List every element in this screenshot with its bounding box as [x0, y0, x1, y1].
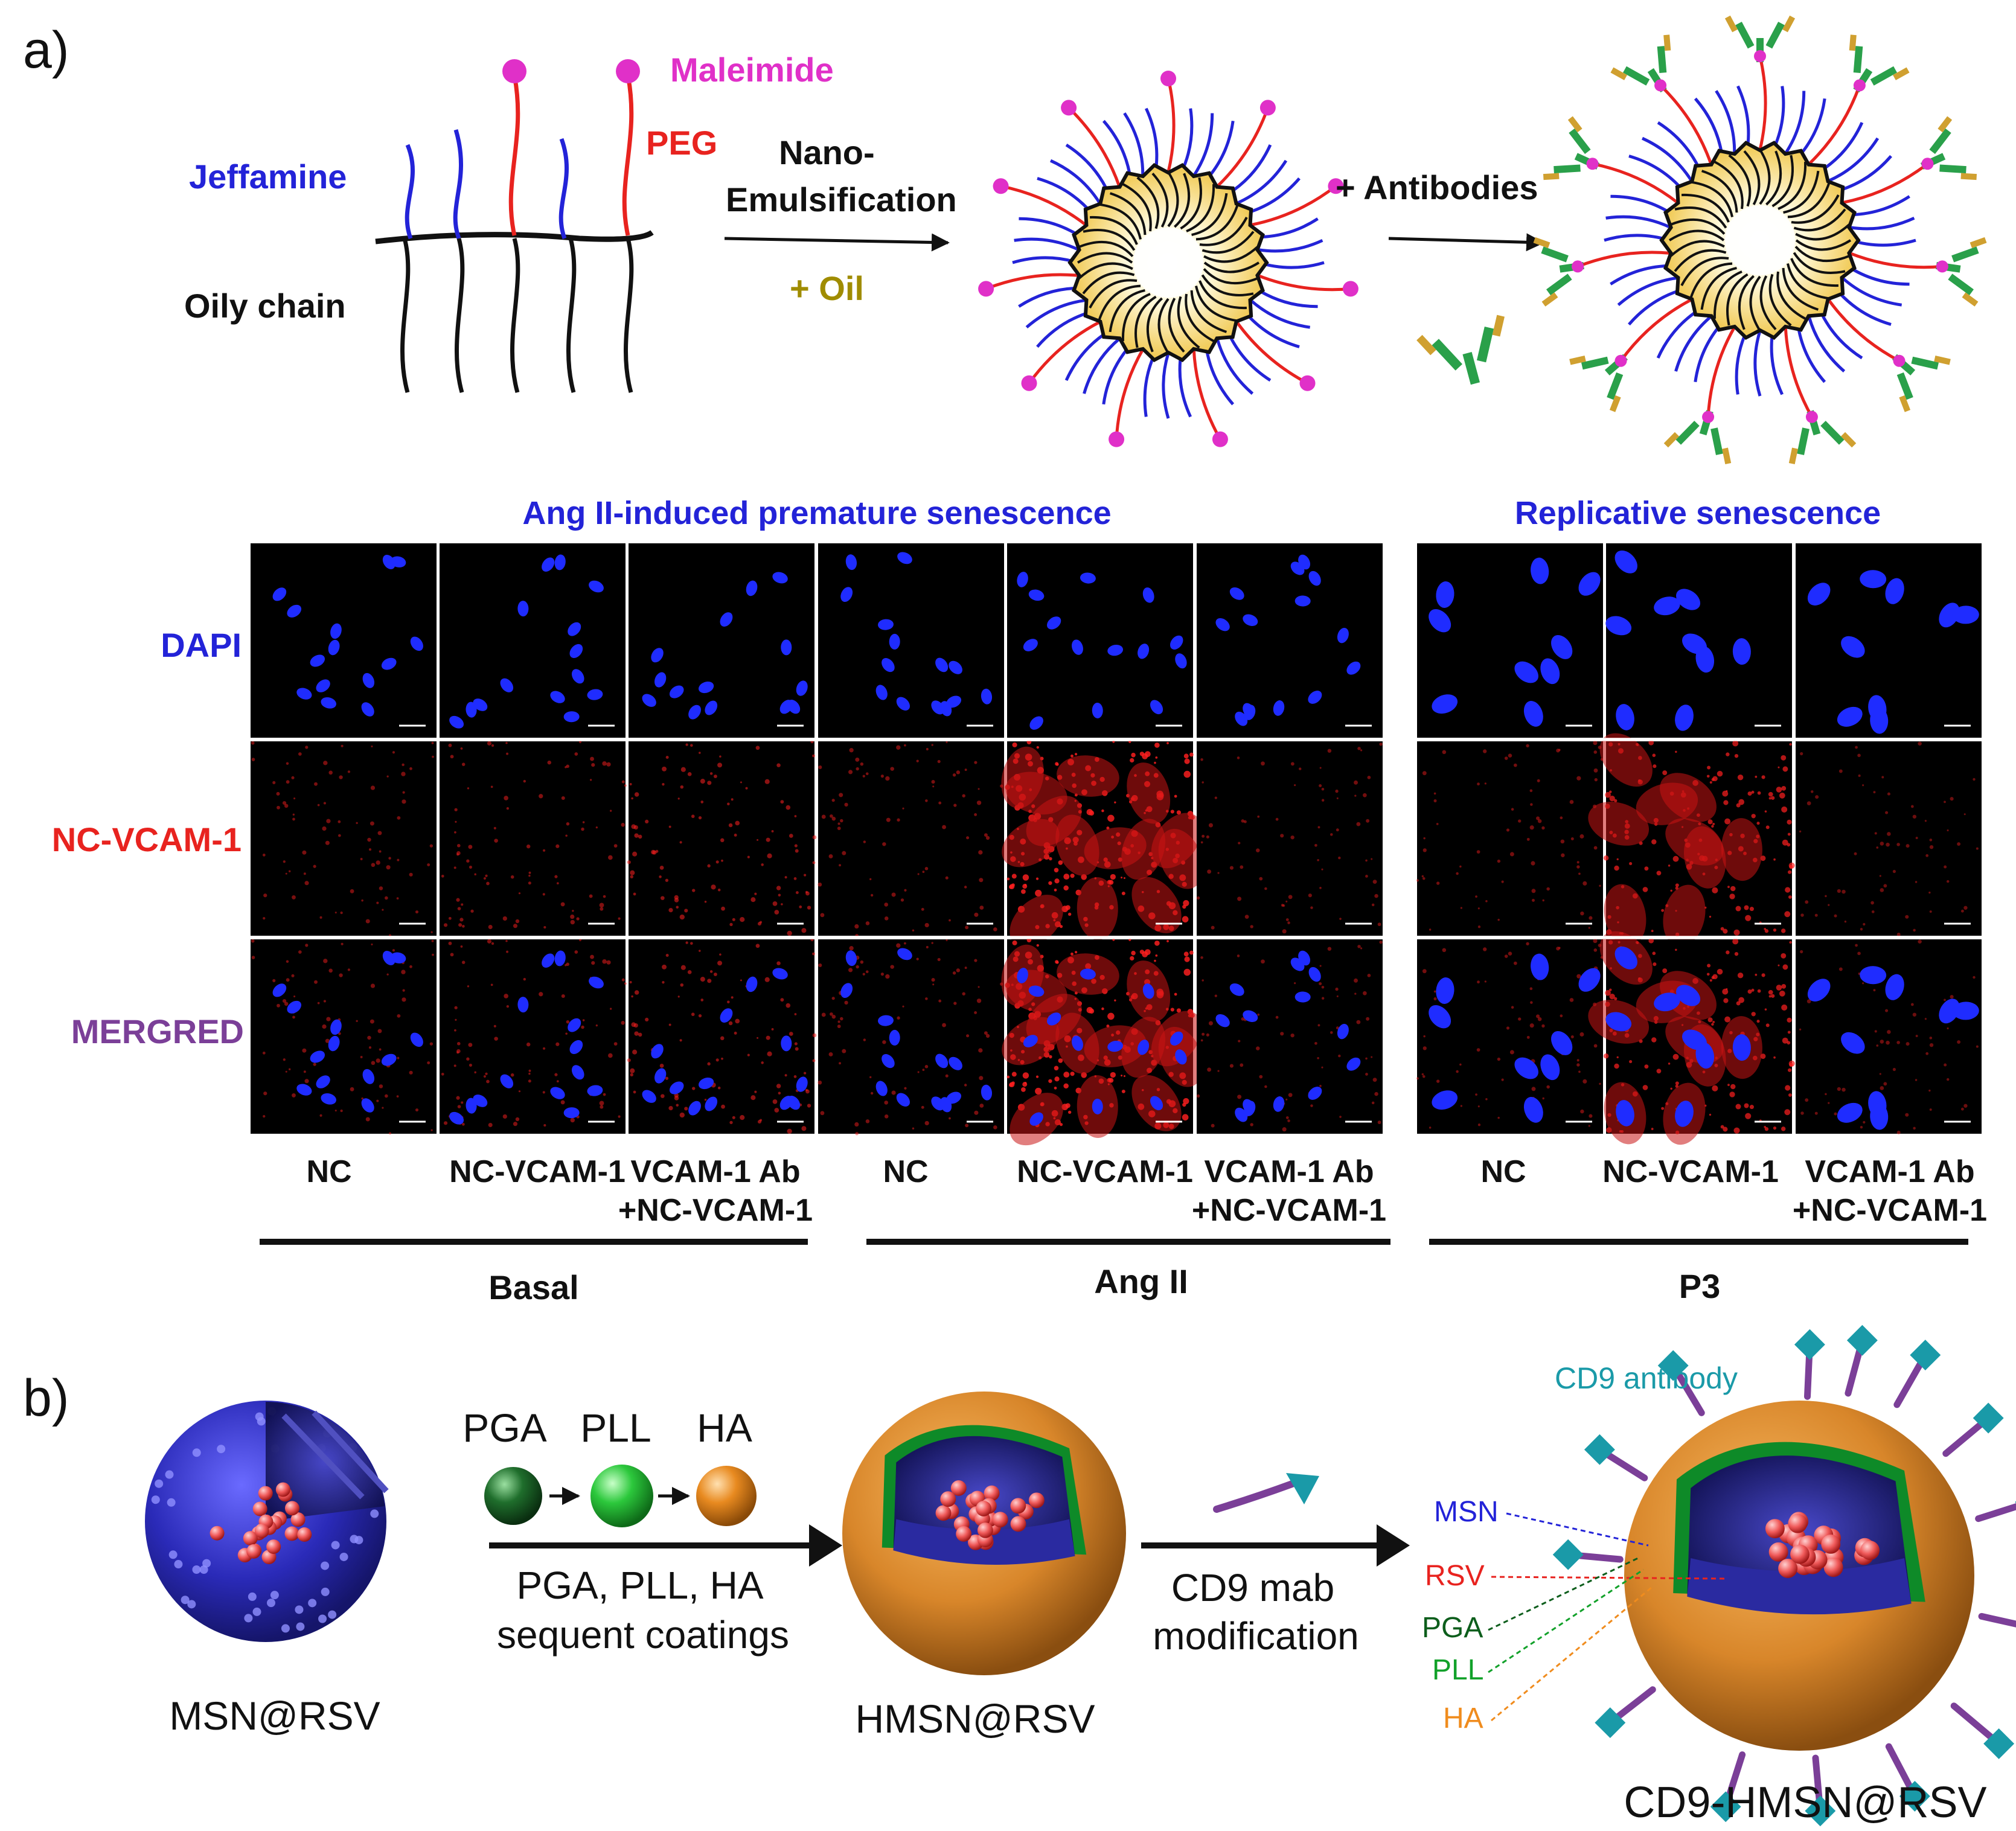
microscopy-grid [251, 543, 1982, 1146]
label-pll-top: PLL [580, 1405, 651, 1450]
nanocapsule [978, 71, 1358, 447]
free-antibody-icon [1416, 315, 1505, 385]
label-coatings-1: PGA, PLL, HA [516, 1564, 763, 1607]
micrograph-merged-2 [440, 938, 627, 1134]
micrograph-merged-6 [1196, 939, 1383, 1134]
panel-a-letter: a) [23, 21, 69, 79]
micrograph-vcam-7 [1416, 741, 1604, 936]
maleimide-dot [616, 59, 640, 83]
label-jeffamine: Jeffamine [189, 158, 347, 196]
label-ha-top: HA [697, 1405, 752, 1450]
legend-rsv: RSV [1425, 1560, 1485, 1592]
label-msn-rsv: MSN@RSV [169, 1693, 380, 1738]
micrograph-dapi-8 [1605, 543, 1792, 738]
pll-ball-icon [590, 1465, 653, 1527]
condition-label-9: VCAM-1 Ab [1805, 1154, 1974, 1189]
ha-ball-icon [696, 1466, 757, 1526]
micrograph-dapi-3 [629, 543, 814, 738]
condition-label-6-line2: +NC-VCAM-1 [1192, 1193, 1386, 1228]
micrograph-merged-5 [1001, 938, 1204, 1146]
label-pga-top: PGA [462, 1405, 546, 1450]
condition-label-4: NC [883, 1154, 928, 1189]
label-mod-2: modification [1153, 1614, 1359, 1658]
condition-label-2: NC-VCAM-1 [449, 1154, 626, 1189]
micrograph-merged-8 [1588, 931, 1795, 1145]
micrograph-dapi-1 [251, 543, 437, 738]
label-mod-1: CD9 mab [1171, 1566, 1334, 1609]
micrograph-vcam-9 [1796, 741, 1982, 937]
micrograph-dapi-4 [818, 543, 1004, 738]
condition-label-1: NC [306, 1154, 351, 1189]
cd9-hmsn-sphere [1552, 1325, 2016, 1827]
micrograph-dapi-2 [440, 543, 626, 738]
micrograph-vcam-4 [818, 741, 1004, 938]
micrograph-merged-4 [818, 939, 1004, 1136]
condition-label-7: NC [1480, 1154, 1526, 1189]
row-label-merged: MERGRED [71, 1012, 244, 1050]
amphiphile-schematic [375, 59, 654, 393]
micrograph-vcam-6 [1196, 741, 1383, 936]
condition-labels: NC NC-VCAM-1 VCAM-1 Ab+NC-VCAM-1NC NC-VCAM-… [306, 1154, 1987, 1228]
cd9-mab-icon [1213, 1473, 1319, 1513]
hmsn-sphere [842, 1392, 1126, 1675]
legend-leader-lines [1488, 1512, 1727, 1722]
msn-sphere [145, 1401, 389, 1642]
arrow-emulsification [724, 233, 950, 252]
micrograph-merged-1 [251, 939, 437, 1135]
micrograph-dapi-9 [1796, 543, 1982, 738]
row-label-dapi: DAPI [161, 626, 242, 664]
label-antibodies: + Antibodies [1336, 168, 1538, 206]
condition-label-3: VCAM-1 Ab [630, 1154, 800, 1189]
label-oil: + Oil [790, 269, 864, 307]
label-cd9-antibody: CD9 antibody [1555, 1361, 1738, 1395]
label-coatings-2: sequent coatings [497, 1613, 789, 1657]
micrograph-dapi-6 [1197, 543, 1383, 738]
condition-label-8: NC-VCAM-1 [1602, 1154, 1779, 1189]
label-nano: Nano- [779, 133, 875, 171]
micrograph-dapi-7 [1417, 543, 1603, 738]
header-replicative: Replicative senescence [1515, 495, 1881, 531]
maleimide-dot [502, 59, 526, 83]
arrow-antibodies [1388, 233, 1544, 252]
micrograph-vcam-1 [251, 741, 437, 937]
micrograph-dapi-5 [1007, 543, 1193, 738]
legend-ha: HA [1443, 1702, 1483, 1734]
micrograph-vcam-8 [1588, 733, 1795, 947]
header-angii: Ang II-induced premature senescence [522, 495, 1111, 531]
micrograph-merged-7 [1416, 939, 1604, 1134]
label-maleimide: Maleimide [670, 51, 834, 89]
legend-msn: MSN [1434, 1496, 1499, 1528]
label-oily-chain: Oily chain [184, 287, 346, 325]
micrograph-vcam-2 [440, 740, 627, 936]
group-label-basal: Basal [488, 1268, 578, 1306]
pga-ball-icon [484, 1467, 542, 1525]
condition-label-9-line2: +NC-VCAM-1 [1793, 1193, 1987, 1228]
panel-b-letter: b) [23, 1369, 69, 1427]
condition-label-3-line2: +NC-VCAM-1 [618, 1193, 813, 1228]
condition-label-6: VCAM-1 Ab [1204, 1154, 1374, 1189]
condition-label-5: NC-VCAM-1 [1017, 1154, 1193, 1189]
legend-pll: PLL [1432, 1654, 1483, 1686]
group-label-p3: P3 [1679, 1267, 1721, 1305]
micrograph-merged-9 [1796, 939, 1982, 1135]
label-hmsn-rsv: HMSN@RSV [855, 1696, 1095, 1741]
label-emulsification: Emulsification [726, 181, 957, 219]
label-cd9-hmsn-rsv: CD9-HMSN@RSV [1624, 1778, 1986, 1827]
micrograph-vcam-5 [1001, 740, 1204, 948]
micrograph-vcam-3 [627, 740, 817, 936]
antibody-nanocapsule [1533, 15, 1987, 465]
micrograph-merged-3 [627, 938, 817, 1134]
row-label-nc-vcam: NC-VCAM-1 [52, 820, 242, 858]
label-peg: PEG [646, 124, 717, 162]
group-label-angii: Ang II [1094, 1262, 1188, 1300]
legend-pga: PGA [1422, 1612, 1483, 1644]
